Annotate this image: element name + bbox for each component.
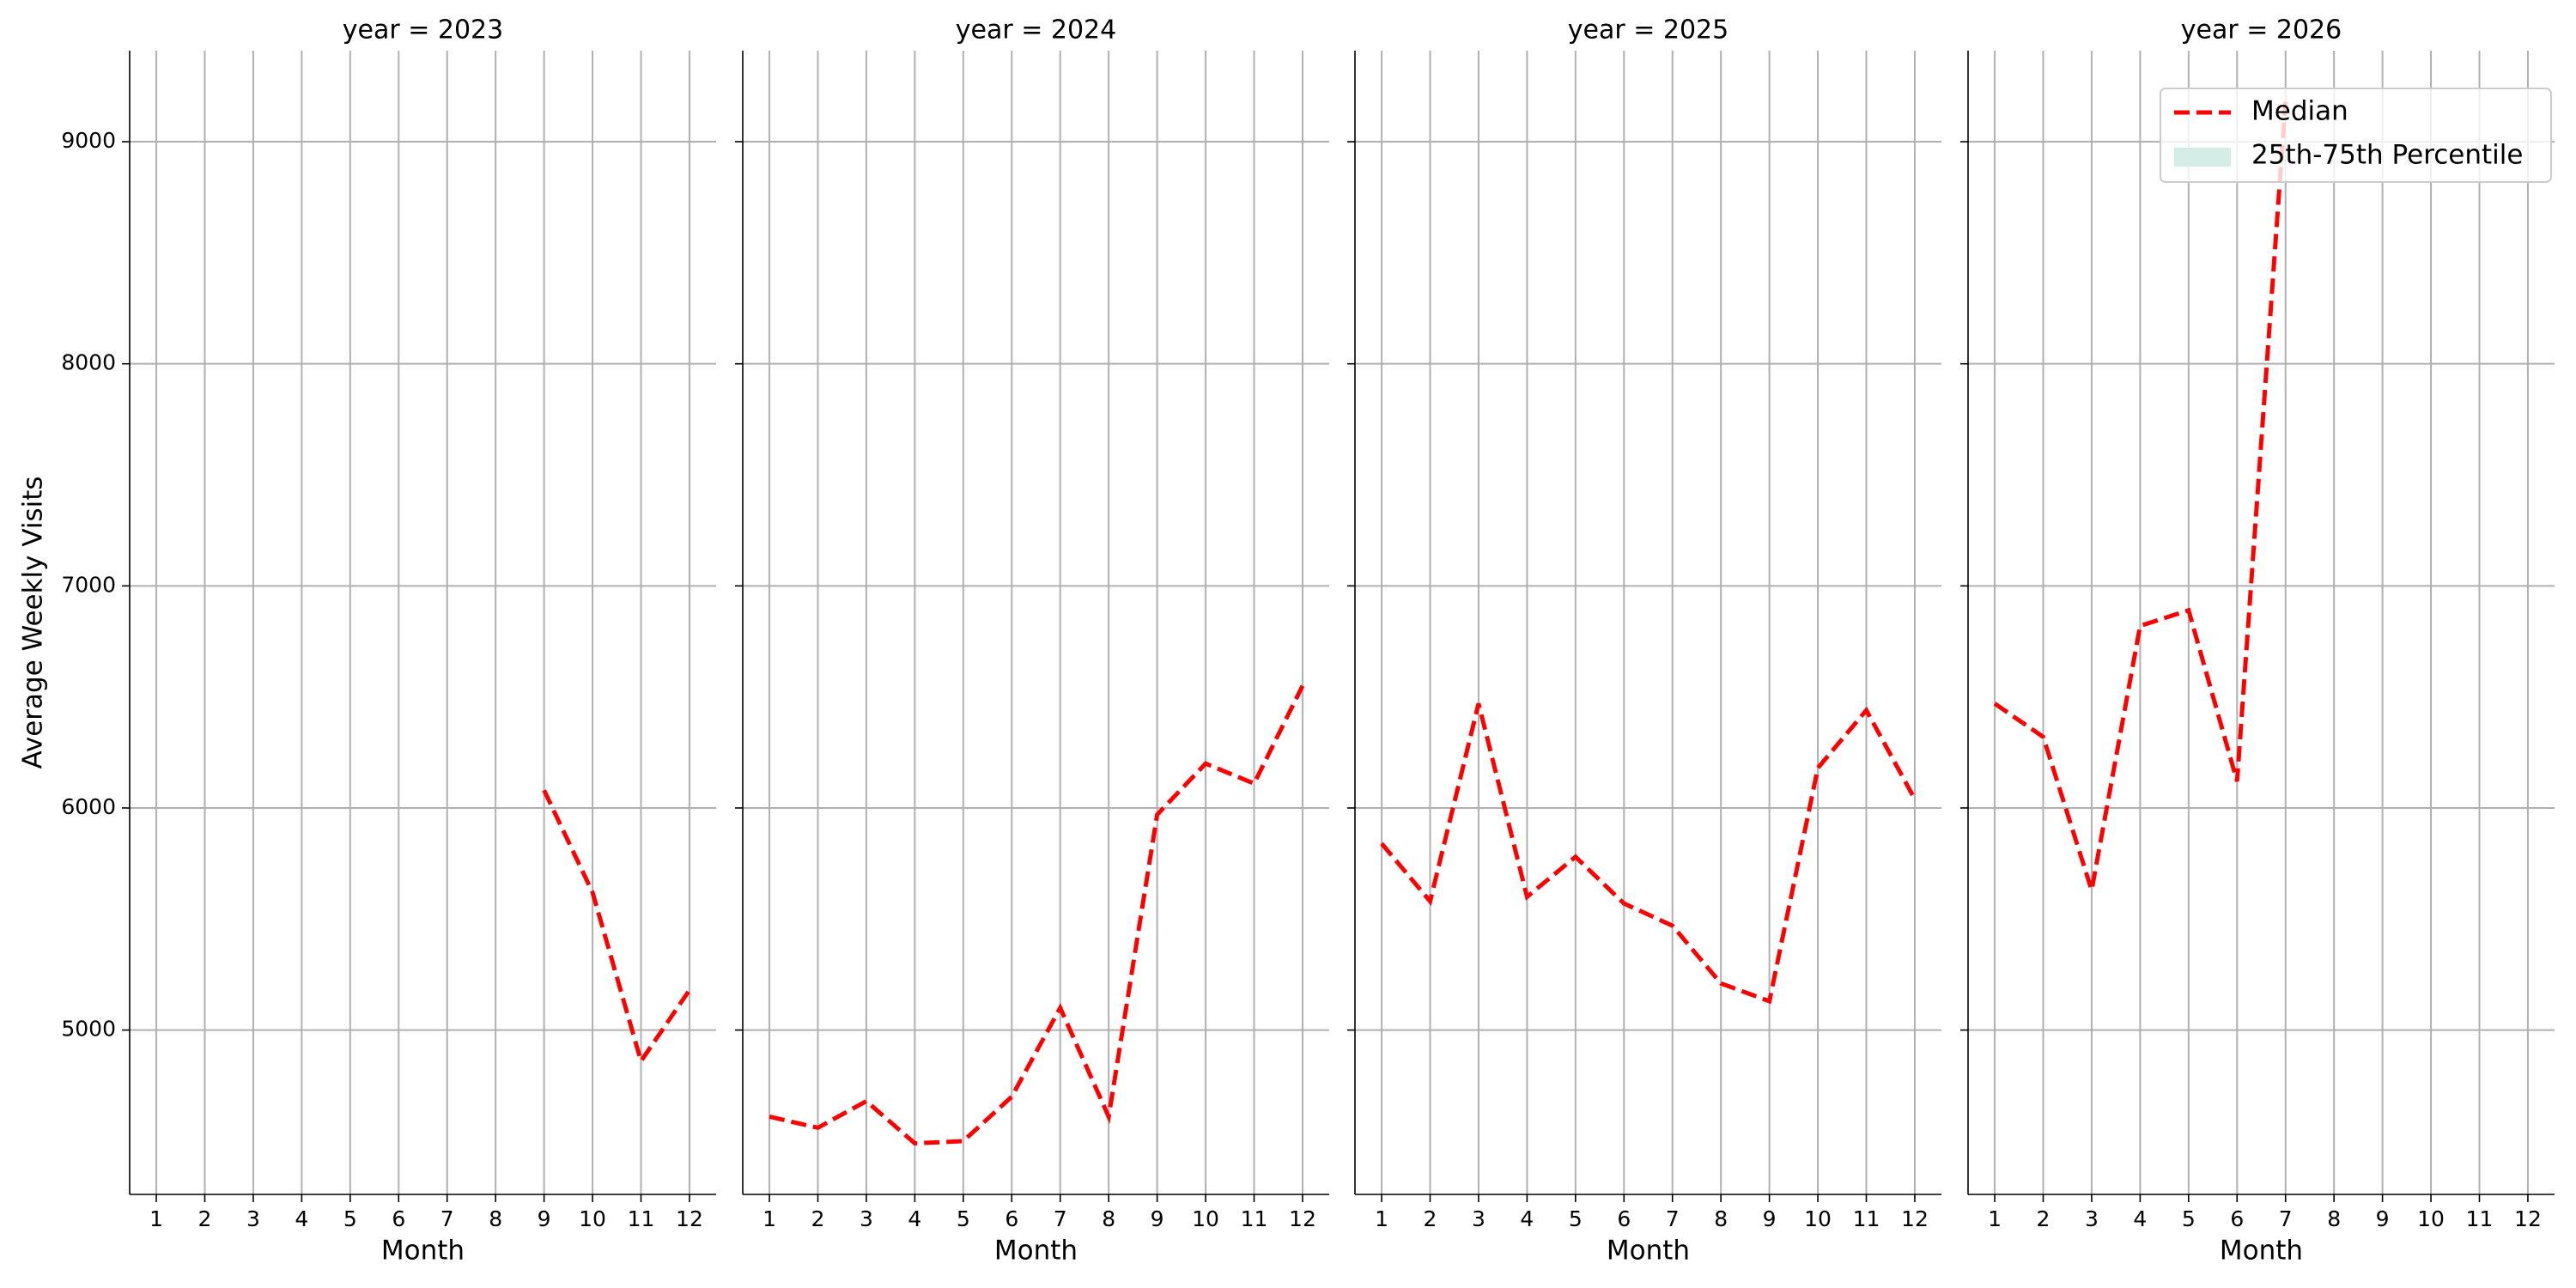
x-tick-label: 9 — [1763, 1206, 1777, 1231]
panel-title: year = 2026 — [2181, 15, 2342, 46]
legend-swatch — [2174, 148, 2231, 167]
x-tick-label: 4 — [2133, 1206, 2147, 1231]
x-tick-label: 7 — [2279, 1206, 2293, 1231]
x-tick-label: 4 — [295, 1206, 308, 1231]
x-axis-label: Month — [381, 1236, 465, 1267]
legend-label: Median — [2251, 96, 2348, 127]
x-tick-label: 6 — [1005, 1206, 1018, 1231]
legend-box — [2160, 88, 2552, 183]
x-tick-label: 11 — [2466, 1206, 2494, 1231]
x-tick-label: 8 — [1102, 1206, 1115, 1231]
y-tick-label: 9000 — [61, 128, 116, 153]
x-tick-label: 12 — [2514, 1206, 2542, 1231]
x-tick-label: 11 — [1241, 1206, 1268, 1231]
x-tick-label: 10 — [2417, 1206, 2445, 1231]
x-tick-label: 8 — [1714, 1206, 1728, 1231]
median-line — [1380, 702, 1917, 1005]
x-tick-label: 8 — [2327, 1206, 2341, 1231]
x-tick-label: 9 — [2376, 1206, 2390, 1231]
x-tick-label: 5 — [343, 1206, 357, 1231]
x-tick-label: 5 — [957, 1206, 970, 1231]
x-axis-label: Month — [2220, 1236, 2303, 1267]
x-tick-label: 12 — [676, 1206, 703, 1231]
x-tick-label: 3 — [2085, 1206, 2099, 1231]
x-tick-label: 10 — [579, 1206, 606, 1231]
median-line — [1993, 101, 2288, 891]
x-tick-label: 4 — [1520, 1206, 1534, 1231]
x-tick-label: 3 — [246, 1206, 260, 1231]
panel-title: year = 2024 — [956, 15, 1117, 46]
x-tick-label: 6 — [2230, 1206, 2244, 1231]
panel-title: year = 2025 — [1568, 15, 1729, 46]
y-axis-label: Average Weekly Visits — [18, 476, 49, 769]
x-tick-label: 11 — [1853, 1206, 1880, 1231]
x-tick-label: 9 — [538, 1206, 551, 1231]
x-tick-label: 12 — [1289, 1206, 1316, 1231]
x-tick-label: 1 — [762, 1206, 776, 1231]
x-tick-label: 2 — [811, 1206, 825, 1231]
y-tick-label: 5000 — [61, 1017, 116, 1042]
x-tick-label: 6 — [1617, 1206, 1631, 1231]
y-tick-label: 8000 — [61, 350, 116, 375]
x-tick-label: 3 — [860, 1206, 873, 1231]
x-axis-label: Month — [1607, 1236, 1690, 1267]
x-tick-label: 10 — [1192, 1206, 1219, 1231]
x-tick-label: 7 — [1666, 1206, 1680, 1231]
panel-title: year = 2023 — [343, 15, 504, 46]
x-tick-label: 12 — [1901, 1206, 1929, 1231]
x-axis-label: Month — [994, 1236, 1078, 1267]
x-tick-label: 7 — [1054, 1206, 1067, 1231]
x-tick-label: 2 — [2037, 1206, 2050, 1231]
x-tick-label: 1 — [1375, 1206, 1388, 1231]
x-tick-label: 5 — [2182, 1206, 2196, 1231]
y-tick-label: 7000 — [61, 572, 116, 597]
x-tick-label: 5 — [1569, 1206, 1583, 1231]
x-tick-label: 7 — [440, 1206, 454, 1231]
x-tick-label: 10 — [1804, 1206, 1832, 1231]
x-tick-label: 11 — [628, 1206, 655, 1231]
x-tick-label: 1 — [1988, 1206, 2002, 1231]
median-line — [542, 789, 692, 1066]
x-tick-label: 1 — [149, 1206, 163, 1231]
x-tick-label: 4 — [908, 1206, 921, 1231]
x-tick-label: 2 — [1424, 1206, 1437, 1231]
legend-label: 25th-75th Percentile — [2251, 140, 2523, 171]
x-tick-label: 8 — [489, 1206, 502, 1231]
x-tick-label: 3 — [1472, 1206, 1485, 1231]
median-line — [769, 684, 1305, 1146]
x-tick-label: 9 — [1151, 1206, 1164, 1231]
x-tick-label: 6 — [392, 1206, 405, 1231]
x-tick-label: 2 — [198, 1206, 212, 1231]
y-tick-label: 6000 — [61, 794, 116, 819]
